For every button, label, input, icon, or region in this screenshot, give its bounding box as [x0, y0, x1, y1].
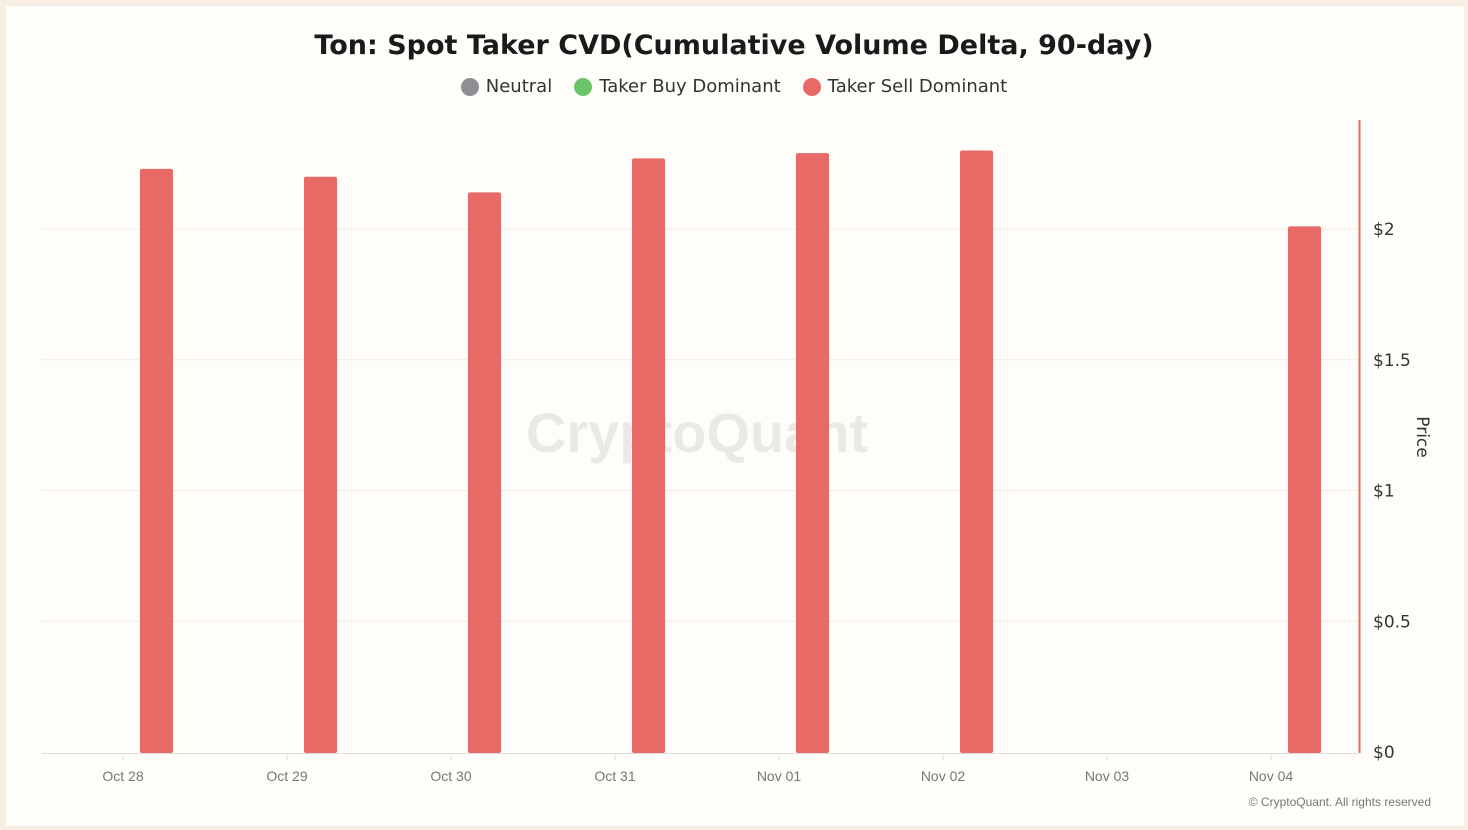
y-tick-label: $0 — [1373, 743, 1395, 763]
legend: Neutral Taker Buy Dominant Taker Sell Do… — [0, 76, 1468, 97]
x-tick-label: Oct 29 — [266, 768, 307, 784]
bar — [304, 176, 337, 753]
chart-frame — [6, 6, 1464, 826]
x-tick-label: Oct 30 — [430, 768, 471, 784]
x-tick-label: Nov 01 — [757, 768, 802, 784]
bar — [796, 153, 829, 754]
chart-title: Ton: Spot Taker CVD(Cumulative Volume De… — [314, 30, 1154, 61]
y-tick-label: $2 — [1373, 220, 1395, 240]
legend-label: Taker Sell Dominant — [827, 76, 1008, 97]
x-tick-label: Nov 02 — [921, 768, 966, 784]
x-tick-label: Oct 28 — [102, 768, 143, 784]
legend-item-sell[interactable]: Taker Sell Dominant — [802, 76, 1008, 97]
y-tick-label: $0.5 — [1373, 612, 1411, 632]
legend-label: Neutral — [485, 76, 553, 97]
bar — [140, 168, 173, 754]
sell-dot-icon — [802, 77, 821, 96]
buy-dot-icon — [574, 77, 593, 96]
bar — [632, 158, 665, 753]
bar — [960, 150, 993, 754]
neutral-dot-icon — [460, 77, 479, 96]
bar — [468, 192, 501, 753]
legend-label: Taker Buy Dominant — [599, 76, 781, 97]
bar — [1288, 226, 1321, 753]
copyright: © CryptoQuant. All rights reserved — [1248, 795, 1431, 809]
legend-item-buy[interactable]: Taker Buy Dominant — [574, 76, 781, 97]
y-tick-label: $1.5 — [1373, 351, 1411, 371]
x-tick-label: Nov 04 — [1249, 768, 1294, 784]
y-tick-label: $1 — [1373, 482, 1395, 502]
x-tick-label: Nov 03 — [1085, 768, 1130, 784]
y-axis-label: Price — [1412, 416, 1432, 457]
legend-item-neutral[interactable]: Neutral — [460, 76, 553, 97]
x-tick-label: Oct 31 — [594, 768, 635, 784]
